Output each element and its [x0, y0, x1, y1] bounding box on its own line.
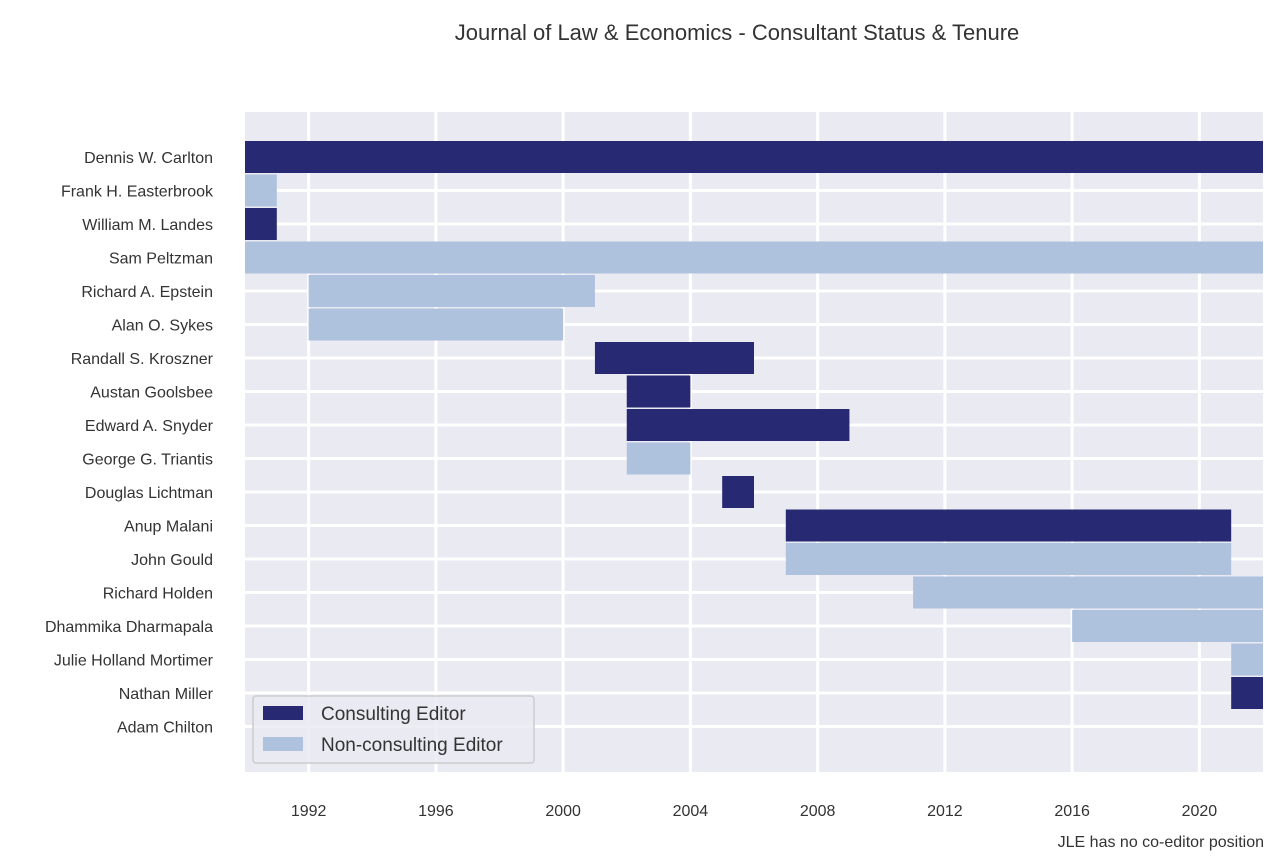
y-label-george-g-triantis: George G. Triantis — [82, 452, 213, 469]
y-label-julie-holland-mortimer: Julie Holland Mortimer — [54, 653, 214, 670]
chart-title: Journal of Law & Economics - Consultant … — [455, 20, 1020, 45]
bar-richard-holden — [913, 576, 1263, 609]
bar-nathan-miller — [1231, 677, 1263, 709]
legend-swatch-non-consulting — [263, 737, 303, 751]
bar-austan-goolsbee — [626, 375, 691, 408]
y-label-john-gould: John Gould — [131, 552, 213, 569]
x-tick-label: 2016 — [1054, 803, 1090, 820]
bar-john-gould — [785, 543, 1232, 575]
y-label-frank-h-easterbrook: Frank H. Easterbrook — [61, 184, 214, 201]
y-label-william-m-landes: William M. Landes — [82, 217, 213, 234]
bar-douglas-lichtman — [722, 476, 754, 508]
y-label-nathan-miller: Nathan Miller — [119, 686, 214, 703]
legend-label-non-consulting: Non-consulting Editor — [321, 735, 503, 756]
y-label-edward-a-snyder: Edward A. Snyder — [85, 418, 214, 435]
plot-area — [245, 112, 1263, 772]
legend-label-consulting: Consulting Editor — [321, 704, 466, 725]
bars — [245, 141, 1263, 709]
x-axis-ticks: 1992 1996 2000 2004 2008 2012 2016 2020 — [291, 803, 1217, 820]
y-label-richard-holden: Richard Holden — [103, 586, 213, 603]
bar-randall-s-kroszner — [594, 342, 754, 374]
y-label-alan-o-sykes: Alan O. Sykes — [112, 318, 213, 335]
x-tick-label: 2012 — [927, 803, 963, 820]
bar-dhammika-dharmapala — [1072, 610, 1263, 642]
y-label-anup-malani: Anup Malani — [124, 519, 213, 536]
y-label-dhammika-dharmapala: Dhammika Dharmapala — [45, 619, 213, 636]
x-tick-label: 2020 — [1182, 803, 1218, 820]
x-tick-label: 2004 — [673, 803, 709, 820]
x-tick-label: 1996 — [418, 803, 454, 820]
bar-george-g-triantis — [626, 442, 691, 475]
y-axis-labels: Dennis W. Carlton Frank H. Easterbrook Wil… — [45, 150, 214, 737]
x-tick-label: 2008 — [800, 803, 836, 820]
y-label-adam-chilton: Adam Chilton — [117, 720, 213, 737]
y-label-austan-goolsbee: Austan Goolsbee — [90, 385, 213, 402]
y-label-sam-peltzman: Sam Peltzman — [109, 251, 213, 268]
bar-alan-o-sykes — [308, 308, 564, 341]
bar-anup-malani — [785, 509, 1232, 542]
bar-frank-h-easterbrook — [245, 174, 277, 207]
bar-edward-a-snyder — [626, 409, 850, 441]
bar-julie-holland-mortimer — [1231, 643, 1263, 676]
legend: Consulting Editor Non-consulting Editor — [252, 695, 535, 764]
bar-william-m-landes — [245, 208, 277, 240]
bar-dennis-w-carlton — [245, 141, 1263, 173]
y-label-randall-s-kroszner: Randall S. Kroszner — [71, 351, 214, 368]
legend-box — [252, 695, 535, 764]
y-label-douglas-lichtman: Douglas Lichtman — [85, 485, 213, 502]
bar-sam-peltzman — [245, 241, 1263, 274]
chart-note: JLE has no co-editor position — [1058, 834, 1264, 851]
bar-richard-a-epstein — [308, 275, 595, 307]
legend-swatch-consulting — [263, 706, 303, 720]
x-tick-label: 1992 — [291, 803, 327, 820]
y-label-richard-a-epstein: Richard A. Epstein — [81, 284, 213, 301]
x-tick-label: 2000 — [545, 803, 581, 820]
y-label-dennis-w-carlton: Dennis W. Carlton — [84, 150, 213, 167]
